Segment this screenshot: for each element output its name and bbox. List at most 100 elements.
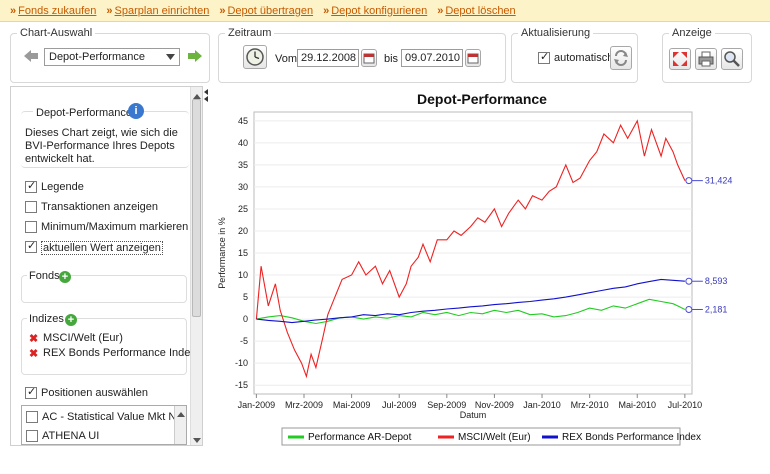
period-to-label: bis [384, 53, 399, 65]
series-line [256, 298, 686, 325]
legend-option-label: Legende [41, 181, 84, 193]
y-tick-label: 45 [238, 116, 248, 126]
fullscreen-button[interactable] [669, 48, 691, 70]
end-value-marker [685, 177, 693, 185]
chart-title: Depot-Performance [417, 91, 547, 107]
minmax-option-label: Minimum/Maximum markieren [41, 221, 189, 233]
index-item-msci: MSCI/Welt (Eur) [43, 332, 123, 344]
fonds-box [21, 275, 187, 303]
sidebar-scrollbar[interactable] [190, 87, 202, 445]
scroll-down-icon[interactable] [193, 435, 201, 447]
toolbar-link-4[interactable]: Depot löschen [445, 4, 516, 17]
toolbar-link-1[interactable]: Sparplan einrichten [114, 4, 210, 17]
chart-select[interactable]: Depot-Performance [44, 48, 180, 66]
fonds-label: Fonds [27, 270, 62, 282]
info-icon[interactable]: i [128, 103, 144, 119]
scroll-up-icon[interactable] [177, 408, 185, 420]
clock-button[interactable] [243, 45, 267, 69]
info-title: Depot-Performance [33, 107, 135, 119]
sidebar-scroll-thumb[interactable] [192, 99, 201, 317]
info-text-line-2: BVI-Performance Ihres Depots [25, 140, 175, 152]
x-tick-label: Mrz-2010 [571, 400, 609, 410]
x-tick-label: Mai-2009 [333, 400, 371, 410]
chart-options-sidebar: Depot-Performance i Dieses Chart zeigt, … [10, 86, 203, 446]
transactions-checkbox[interactable] [25, 201, 37, 213]
positions-label: Positionen auswählen [41, 387, 149, 399]
chart-selection-title: Chart-Auswahl [17, 27, 96, 39]
positions-checkbox[interactable] [25, 385, 37, 399]
chart-legend: Performance AR-Depot MSCI/Welt (Eur) REX B… [281, 427, 701, 446]
y-tick-label: 20 [238, 226, 248, 236]
refresh-title: Aktualisierung [518, 27, 594, 39]
next-chart-arrow-icon[interactable] [187, 49, 203, 63]
toolbar-link-2[interactable]: Depot übertragen [227, 4, 314, 17]
add-fonds-icon[interactable]: + [59, 271, 71, 283]
indices-label: Indizes [27, 313, 66, 325]
display-panel: Anzeige [662, 27, 752, 83]
period-from-label: Vom [275, 53, 298, 65]
from-calendar-button[interactable] [361, 49, 377, 67]
position-checkbox[interactable] [26, 411, 38, 423]
display-title: Anzeige [669, 27, 715, 39]
add-index-icon[interactable]: + [65, 314, 77, 326]
zoom-button[interactable] [721, 48, 743, 70]
y-tick-label: 35 [238, 160, 248, 170]
end-value-label: 2,181 [705, 304, 728, 314]
period-panel: Zeitraum Vom 29.12.2008 bis 09.07.2010 [218, 27, 506, 83]
info-text-line-3: entwickelt hat. [25, 153, 95, 165]
auto-refresh-label: automatisch [554, 52, 614, 64]
end-value-label: 8,593 [705, 276, 728, 286]
x-tick-label: Jul-2009 [382, 400, 417, 410]
chart-selection-panel: Chart-Auswahl Depot-Performance [10, 27, 210, 83]
current-value-checkbox[interactable] [25, 239, 37, 253]
end-value-marker [685, 277, 693, 285]
remove-index-icon[interactable]: ✖ [29, 333, 39, 345]
period-title: Zeitraum [225, 27, 275, 39]
index-item-rex: REX Bonds Performance Index [43, 347, 196, 359]
x-tick-label: Nov-2009 [475, 400, 514, 410]
transactions-option-label: Transaktionen anzeigen [41, 201, 159, 213]
refresh-icon [614, 50, 628, 66]
remove-index-icon[interactable]: ✖ [29, 348, 39, 360]
y-tick-label: 0 [243, 314, 248, 324]
print-button[interactable] [695, 48, 717, 70]
positions-scrollbar[interactable] [174, 406, 186, 444]
position-item: ATHENA UI [42, 430, 100, 442]
magnifier-icon [724, 51, 740, 67]
calendar-icon [467, 53, 479, 64]
printer-icon [698, 51, 714, 67]
x-tick-label: Jan-2009 [238, 400, 276, 410]
position-checkbox[interactable] [26, 430, 38, 442]
toolbar-link-0[interactable]: Fonds zukaufen [18, 4, 97, 17]
link-arrow-icon: » [323, 4, 330, 17]
minmax-checkbox[interactable] [25, 221, 37, 233]
scroll-up-icon[interactable] [193, 90, 201, 102]
refresh-button[interactable] [610, 46, 632, 70]
y-tick-label: -15 [235, 380, 248, 390]
link-arrow-icon: » [106, 4, 113, 17]
link-arrow-icon: » [10, 4, 17, 17]
x-axis-label: Datum [460, 410, 487, 420]
sidebar-collapse-handle[interactable] [203, 87, 209, 103]
calendar-icon [363, 53, 375, 64]
x-tick-label: Jul-2010 [668, 400, 703, 410]
performance-chart: Depot-Performance -15 -10 -5 0 5 10 15 20 25 30 35… [217, 91, 733, 446]
period-to-input[interactable]: 09.07.2010 [401, 49, 463, 67]
toolbar-link-3[interactable]: Depot konfigurieren [331, 4, 428, 17]
period-from-input[interactable]: 29.12.2008 [297, 49, 359, 67]
action-toolbar: » Fonds zukaufen» Sparplan einrichten» Depo… [0, 0, 770, 22]
series-line [256, 278, 685, 324]
position-item: AC - Statistical Value Mkt Neutr [42, 411, 187, 423]
fullscreen-icon [673, 52, 687, 66]
end-value-marker [685, 305, 693, 313]
x-tick-label: Jan-2010 [523, 400, 561, 410]
previous-chart-arrow-icon[interactable] [23, 49, 39, 63]
to-calendar-button[interactable] [465, 49, 481, 67]
y-tick-label: 25 [238, 204, 248, 214]
positions-list[interactable]: AC - Statistical Value Mkt Neutr ATHENA … [21, 405, 187, 445]
auto-refresh-checkbox[interactable] [538, 50, 550, 64]
legend-checkbox[interactable] [25, 179, 37, 193]
legend-entry: MSCI/Welt (Eur) [458, 432, 531, 443]
end-value-label: 31,424 [705, 176, 733, 186]
link-arrow-icon: » [219, 4, 226, 17]
